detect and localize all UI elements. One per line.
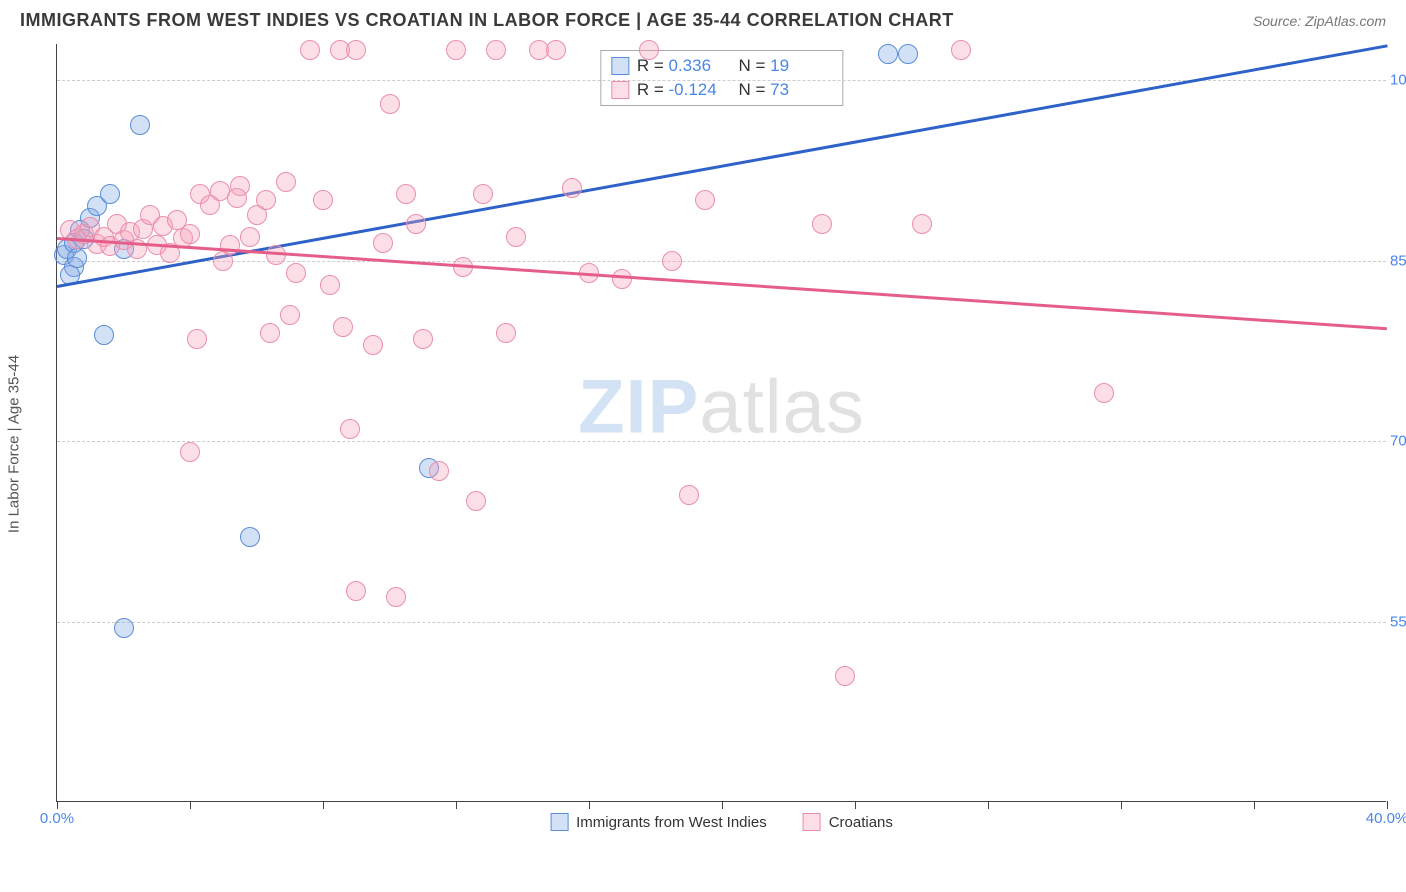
gridline-h bbox=[57, 261, 1386, 262]
data-point bbox=[240, 527, 260, 547]
x-tick-mark bbox=[589, 801, 590, 809]
data-point bbox=[346, 581, 366, 601]
data-point bbox=[187, 329, 207, 349]
data-point bbox=[546, 40, 566, 60]
legend-row: R = -0.124 N = 73 bbox=[611, 78, 832, 102]
data-point bbox=[835, 666, 855, 686]
data-point bbox=[114, 618, 134, 638]
y-tick-label: 100.0% bbox=[1390, 72, 1406, 89]
data-point bbox=[363, 335, 383, 355]
data-point bbox=[473, 184, 493, 204]
x-tick-mark bbox=[1254, 801, 1255, 809]
legend-series-name: Immigrants from West Indies bbox=[576, 814, 767, 831]
data-point bbox=[67, 248, 87, 268]
data-point bbox=[429, 461, 449, 481]
y-tick-label: 70.0% bbox=[1390, 433, 1406, 450]
data-point bbox=[679, 485, 699, 505]
legend-swatch bbox=[803, 813, 821, 831]
data-point bbox=[256, 190, 276, 210]
data-point bbox=[260, 323, 280, 343]
legend-series-name: Croatians bbox=[829, 814, 893, 831]
data-point bbox=[878, 44, 898, 64]
x-tick-mark bbox=[855, 801, 856, 809]
data-point bbox=[466, 491, 486, 511]
gridline-h bbox=[57, 441, 1386, 442]
data-point bbox=[286, 263, 306, 283]
data-point bbox=[340, 419, 360, 439]
data-point bbox=[898, 44, 918, 64]
y-tick-label: 85.0% bbox=[1390, 252, 1406, 269]
data-point bbox=[380, 94, 400, 114]
x-tick-mark bbox=[722, 801, 723, 809]
legend-swatch bbox=[550, 813, 568, 831]
x-tick-mark bbox=[190, 801, 191, 809]
x-tick-mark bbox=[57, 801, 58, 809]
data-point bbox=[413, 329, 433, 349]
legend-n-value: N = 73 bbox=[739, 78, 833, 102]
data-point bbox=[240, 227, 260, 247]
data-point bbox=[486, 40, 506, 60]
source-label: Source: ZipAtlas.com bbox=[1253, 13, 1386, 29]
correlation-legend: R = 0.336N = 19R = -0.124N = 73 bbox=[600, 50, 843, 106]
legend-n-value: N = 19 bbox=[739, 54, 833, 78]
y-tick-label: 55.0% bbox=[1390, 613, 1406, 630]
data-point bbox=[662, 251, 682, 271]
data-point bbox=[100, 184, 120, 204]
data-point bbox=[346, 40, 366, 60]
data-point bbox=[406, 214, 426, 234]
x-tick-mark bbox=[988, 801, 989, 809]
data-point bbox=[695, 190, 715, 210]
page-title: IMMIGRANTS FROM WEST INDIES VS CROATIAN … bbox=[20, 10, 954, 31]
x-tick-label: 0.0% bbox=[40, 810, 74, 827]
x-tick-mark bbox=[1121, 801, 1122, 809]
data-point bbox=[562, 178, 582, 198]
data-point bbox=[320, 275, 340, 295]
data-point bbox=[300, 40, 320, 60]
data-point bbox=[812, 214, 832, 234]
legend-swatch bbox=[611, 57, 629, 75]
x-tick-label: 40.0% bbox=[1366, 810, 1406, 827]
data-point bbox=[1094, 383, 1114, 403]
data-point bbox=[506, 227, 526, 247]
plot-area: ZIPatlas R = 0.336N = 19R = -0.124N = 73… bbox=[56, 44, 1386, 802]
data-point bbox=[130, 115, 150, 135]
watermark: ZIPatlas bbox=[578, 364, 865, 451]
data-point bbox=[280, 305, 300, 325]
data-point bbox=[612, 269, 632, 289]
data-point bbox=[313, 190, 333, 210]
data-point bbox=[180, 224, 200, 244]
legend-item: Croatians bbox=[803, 813, 893, 831]
chart-container: In Labor Force | Age 35-44 ZIPatlas R = … bbox=[20, 44, 1390, 844]
gridline-h bbox=[57, 622, 1386, 623]
data-point bbox=[639, 40, 659, 60]
data-point bbox=[396, 184, 416, 204]
data-point bbox=[227, 188, 247, 208]
data-point bbox=[94, 325, 114, 345]
data-point bbox=[912, 214, 932, 234]
data-point bbox=[276, 172, 296, 192]
x-tick-mark bbox=[456, 801, 457, 809]
legend-r-value: R = -0.124 bbox=[637, 78, 731, 102]
data-point bbox=[951, 40, 971, 60]
data-point bbox=[180, 442, 200, 462]
series-legend: Immigrants from West Indies Croatians bbox=[550, 813, 893, 831]
y-axis-label: In Labor Force | Age 35-44 bbox=[6, 355, 23, 533]
data-point bbox=[333, 317, 353, 337]
data-point bbox=[386, 587, 406, 607]
legend-item: Immigrants from West Indies bbox=[550, 813, 767, 831]
data-point bbox=[496, 323, 516, 343]
data-point bbox=[373, 233, 393, 253]
data-point bbox=[446, 40, 466, 60]
data-point bbox=[213, 251, 233, 271]
regression-line bbox=[57, 237, 1387, 330]
legend-swatch bbox=[611, 81, 629, 99]
x-tick-mark bbox=[1387, 801, 1388, 809]
x-tick-mark bbox=[323, 801, 324, 809]
